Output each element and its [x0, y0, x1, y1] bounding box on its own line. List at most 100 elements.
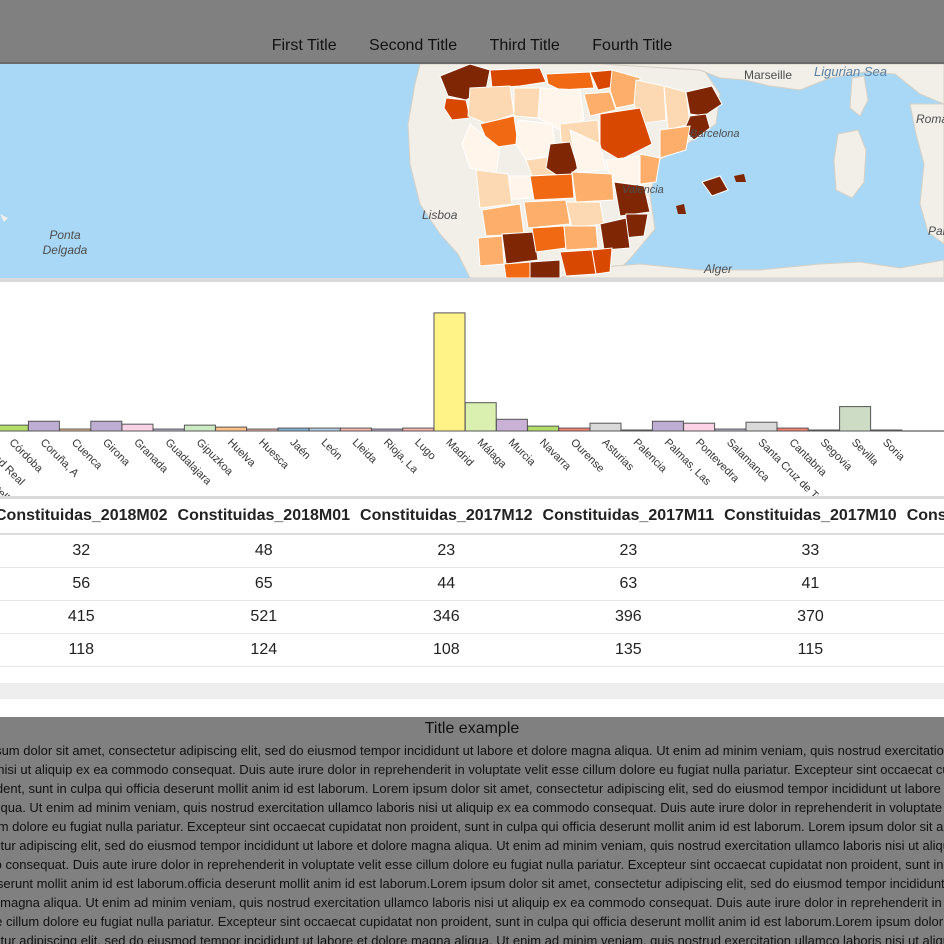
land-north-africa: [559, 259, 944, 278]
bar[interactable]: [745, 421, 778, 432]
bar[interactable]: [776, 427, 809, 432]
bar[interactable]: [0, 424, 29, 432]
table-cell: 33: [719, 534, 902, 568]
bar[interactable]: [27, 420, 60, 432]
bar[interactable]: [339, 427, 372, 432]
table-row: 56 65 44 63 41: [0, 567, 944, 601]
bar[interactable]: [620, 429, 653, 432]
table-row: 415 521 346 396 370: [0, 600, 944, 634]
map-canvas[interactable]: [0, 64, 944, 278]
bar[interactable]: [558, 427, 591, 432]
divider: [0, 496, 944, 499]
table-cell: 118: [0, 633, 173, 667]
bar[interactable]: [371, 428, 404, 432]
region-cordoba: [531, 225, 567, 253]
table-cell: 521: [172, 600, 356, 634]
region-galicia-south: [443, 97, 471, 121]
region-guadalajara: [569, 129, 607, 173]
region-valencia: [613, 181, 651, 217]
bar[interactable]: [277, 427, 310, 432]
spacer: [0, 699, 944, 717]
top-nav-bar: First Title Second Title Third Title Fou…: [0, 0, 944, 64]
column-header[interactable]: Constituidas_2018M02: [0, 499, 173, 535]
table-cell: [901, 633, 944, 667]
bar[interactable]: [183, 424, 216, 432]
table-cell: 396: [537, 600, 720, 634]
region-menorca: [734, 174, 746, 182]
bar[interactable]: [527, 425, 560, 432]
x-tick-label: Jaén: [287, 437, 312, 462]
bar[interactable]: [683, 422, 716, 432]
nav-item-first[interactable]: First Title: [271, 37, 337, 54]
nav-item-third[interactable]: Third Title: [489, 37, 560, 54]
bar[interactable]: [807, 429, 840, 432]
region-tarragona: [659, 125, 691, 159]
table-cell: 346: [355, 600, 538, 634]
table-cell: 108: [355, 633, 538, 667]
data-table: Constituidas_2018M02 Constituidas_2018M01…: [0, 499, 944, 683]
region-granada: [559, 249, 597, 277]
bar[interactable]: [495, 418, 528, 432]
bar[interactable]: [839, 406, 872, 432]
bar[interactable]: [308, 427, 341, 432]
bar[interactable]: [433, 312, 466, 432]
table-cell: 115: [719, 633, 902, 667]
nav-item-second[interactable]: Second Title: [369, 37, 458, 54]
column-header[interactable]: Cons: [901, 499, 944, 535]
table-cell: [901, 600, 944, 634]
bar[interactable]: [152, 428, 185, 432]
bar[interactable]: [59, 428, 92, 432]
land-france-italy: [599, 64, 944, 105]
x-tick-label: Navarra: [537, 437, 574, 474]
map-label-alger: Alger: [704, 262, 733, 276]
footer-body-text: Lorem ipsum dolor sit amet, consectetur …: [0, 743, 944, 944]
map-label-valencia: Valencia: [622, 184, 664, 196]
region-palencia: [513, 87, 541, 119]
column-header[interactable]: Constituidas_2018M01: [172, 499, 356, 535]
map-label-roma: Roma: [916, 112, 944, 126]
table-cell: 65: [172, 567, 356, 601]
nav-item-fourth[interactable]: Fourth Title: [592, 37, 673, 54]
region-mallorca: [701, 175, 729, 197]
bar[interactable]: [870, 429, 903, 432]
map-label-barcelona: Barcelona: [690, 128, 740, 140]
table-cell: 124: [172, 633, 356, 667]
map-label-ligurian-sea: Ligurian Sea: [814, 64, 887, 79]
region-huelva: [477, 235, 505, 267]
x-tick-label: Girona: [100, 437, 132, 469]
nav-menu: First Title Second Title Third Title Fou…: [0, 37, 944, 55]
region-albacete: [565, 201, 605, 229]
x-tick-label: Huesca: [256, 437, 291, 472]
x-tick-label: Málaga: [475, 437, 510, 472]
x-tick-label: León: [319, 437, 345, 463]
table-cell: 56: [0, 567, 173, 601]
bar[interactable]: [90, 420, 123, 432]
bar[interactable]: [589, 422, 622, 432]
land-island: [0, 214, 8, 222]
bar[interactable]: [246, 428, 279, 432]
map-label-marseille: Marseille: [744, 68, 793, 82]
horizontal-scrollbar[interactable]: [0, 683, 944, 699]
region-cuenca: [571, 171, 615, 203]
table-cell: [901, 567, 944, 601]
table-cell: 370: [719, 600, 902, 634]
region-cantabria: [545, 71, 595, 91]
x-tick-label: Soria: [880, 437, 907, 464]
bar[interactable]: [651, 420, 684, 432]
column-header[interactable]: Constituidas_2017M10: [719, 499, 902, 535]
region-malaga: [529, 259, 561, 278]
bar[interactable]: [464, 402, 497, 432]
region-toledo: [529, 173, 575, 201]
bar[interactable]: [714, 428, 747, 432]
bar[interactable]: [402, 427, 435, 432]
region-asturias: [489, 67, 547, 89]
bar[interactable]: [121, 423, 154, 432]
column-header[interactable]: Constituidas_2017M12: [355, 499, 538, 535]
region-caceres: [475, 169, 513, 209]
table-header-row: Constituidas_2018M02 Constituidas_2018M01…: [0, 499, 944, 535]
footer: Title example Lorem ipsum dolor sit amet…: [0, 717, 944, 944]
column-header[interactable]: Constituidas_2017M11: [537, 499, 720, 535]
bar[interactable]: [215, 426, 248, 432]
choropleth-map[interactable]: Marseille Ligurian Sea Roma Barcelona Va…: [0, 64, 944, 278]
